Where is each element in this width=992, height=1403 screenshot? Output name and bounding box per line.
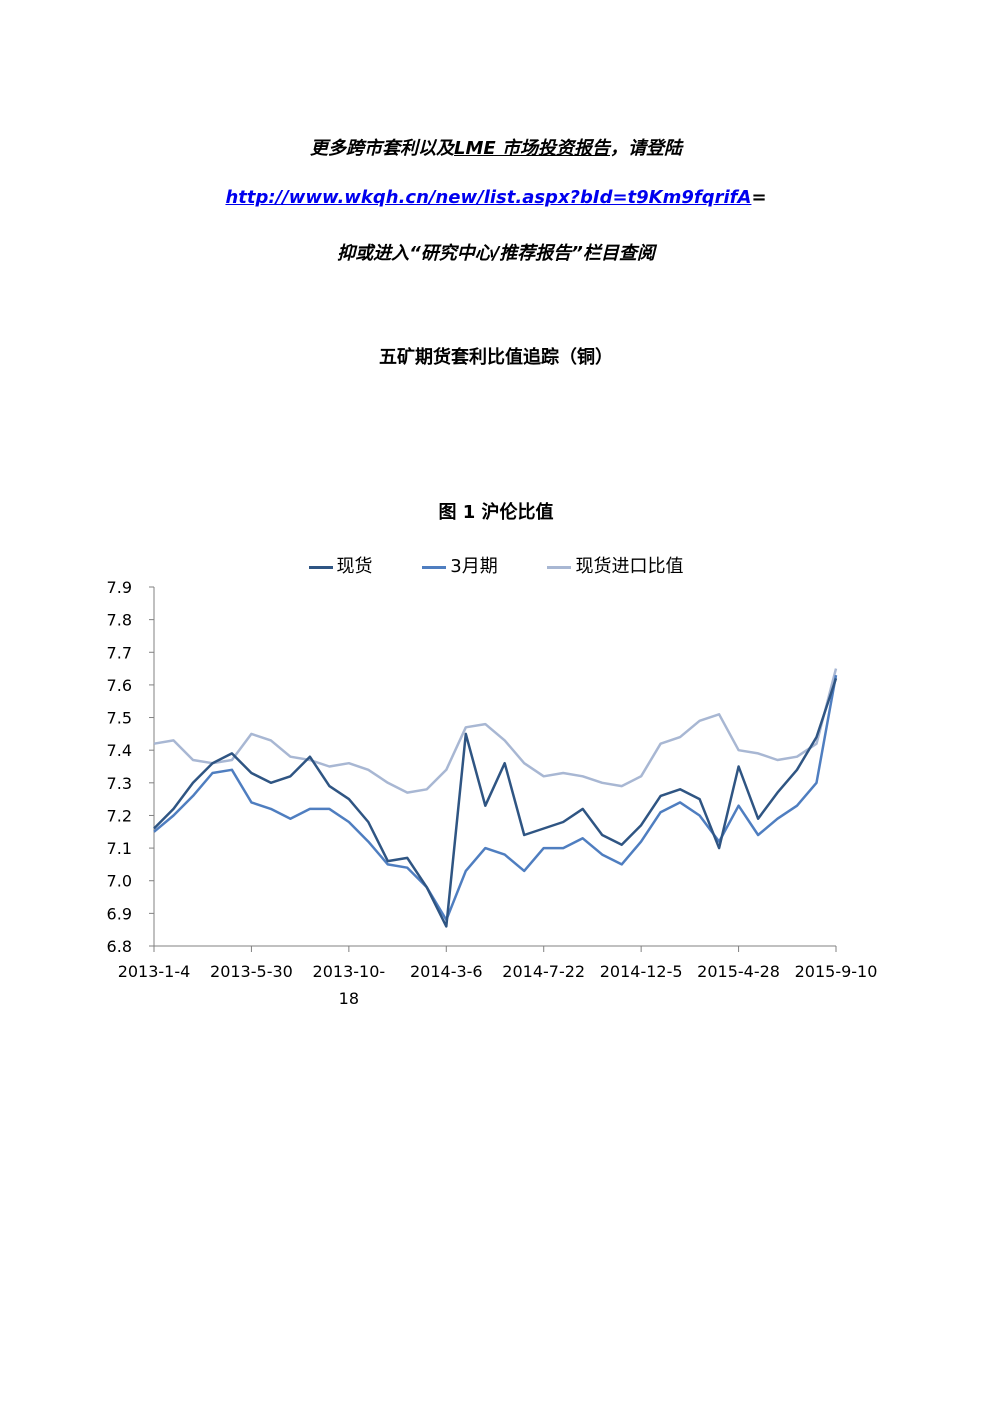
y-tick-label: 7.1 <box>107 839 132 858</box>
legend-swatch-3month <box>422 565 447 569</box>
ratio-line-chart: 7.9 7.8 7.7 7.6 7.5 7.4 7.3 7.2 7.1 7.0 6.9 6.8 2013… <box>107 578 878 1008</box>
chart-legend: 现货 3月期 现货进口比值 <box>0 552 992 578</box>
header-line-2: http://www.wkqh.cn/new/list.aspx?bId=t9K… <box>0 187 992 208</box>
x-tick-label: 2013-10-18 <box>313 962 386 1008</box>
x-tick-label: 2014-7-22 <box>502 962 585 981</box>
header-suffix: ，请登陆 <box>609 138 682 159</box>
legend-item-import-ratio: 现货进口比值 <box>547 552 683 578</box>
legend-swatch-spot <box>308 565 333 569</box>
header-line-3: 抑或进入“研究中心/推荐报告”栏目查阅 <box>337 243 655 264</box>
legend-item-spot: 现货 <box>308 552 373 578</box>
legend-label-spot: 现货 <box>336 556 373 577</box>
x-tick-label: 2013-1-4 <box>118 962 191 981</box>
legend-item-3month: 3月期 <box>422 552 498 578</box>
legend-swatch-import-ratio <box>547 565 572 569</box>
chart-axes <box>153 587 836 947</box>
figure-caption: 图 1 沪伦比值 <box>438 502 554 523</box>
header-prefix: 更多跨市套利以及 <box>310 138 455 159</box>
y-tick-label: 7.6 <box>107 676 132 695</box>
chart-lines <box>153 668 838 928</box>
link-tail: = <box>751 187 767 208</box>
y-tick-label: 7.8 <box>107 611 132 630</box>
y-tick-label: 7.2 <box>107 806 132 825</box>
y-tick-label: 6.9 <box>107 904 132 923</box>
legend-label-import-ratio: 现货进口比值 <box>575 556 684 577</box>
x-tick-label: 2014-3-6 <box>410 962 483 981</box>
y-tick-label: 7.3 <box>107 774 132 793</box>
legend-label-3month: 3月期 <box>450 556 498 577</box>
report-link[interactable]: http://www.wkqh.cn/new/list.aspx?bId=t9K… <box>225 187 752 208</box>
x-tick-label: 2014-12-5 <box>600 962 683 981</box>
x-tick-label: 2013-5-30 <box>210 962 293 981</box>
y-tick-label: 6.8 <box>107 937 132 956</box>
header-lme-report: LME 市场投资报告 <box>454 138 610 159</box>
y-tick-label: 7.0 <box>107 872 132 891</box>
document-title: 五矿期货套利比值追踪（铜） <box>379 347 613 368</box>
header-line-1: 更多跨市套利以及LME 市场投资报告，请登陆 <box>0 134 992 160</box>
y-tick-label: 7.7 <box>107 643 132 662</box>
x-tick-label: 2015-9-10 <box>795 962 878 981</box>
chart-ticks: 7.9 7.8 7.7 7.6 7.5 7.4 7.3 7.2 7.1 7.0 6.9 6.8 2013… <box>107 578 878 1008</box>
series-line-1 <box>153 674 838 922</box>
y-tick-label: 7.5 <box>107 709 132 728</box>
series-line-0 <box>153 678 838 928</box>
y-tick-label: 7.4 <box>107 741 132 760</box>
series-line-2 <box>153 668 838 794</box>
x-tick-label: 2015-4-28 <box>697 962 780 981</box>
y-tick-label: 7.9 <box>107 578 132 597</box>
